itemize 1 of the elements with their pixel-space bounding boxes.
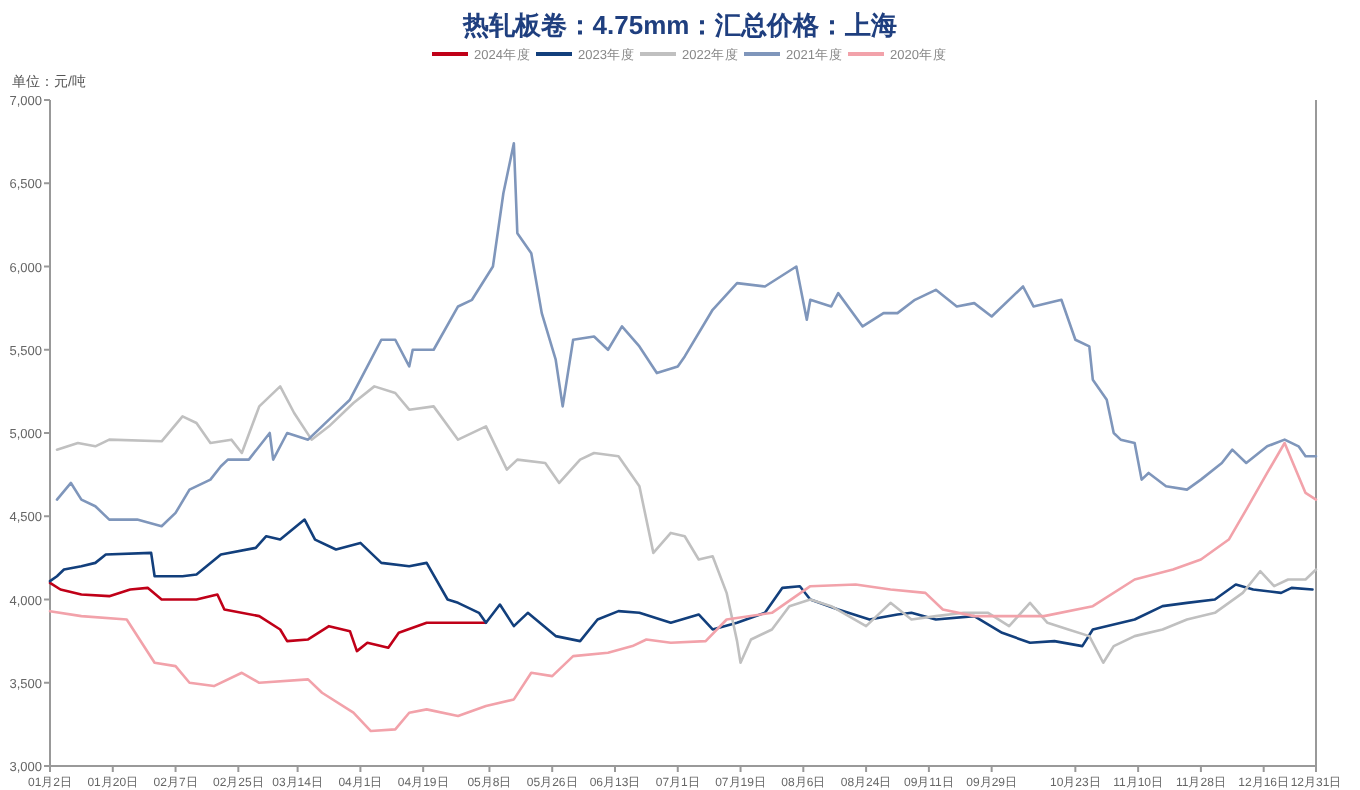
chart-title: 热轧板卷：4.75mm：汇总价格：上海 bbox=[460, 10, 898, 40]
